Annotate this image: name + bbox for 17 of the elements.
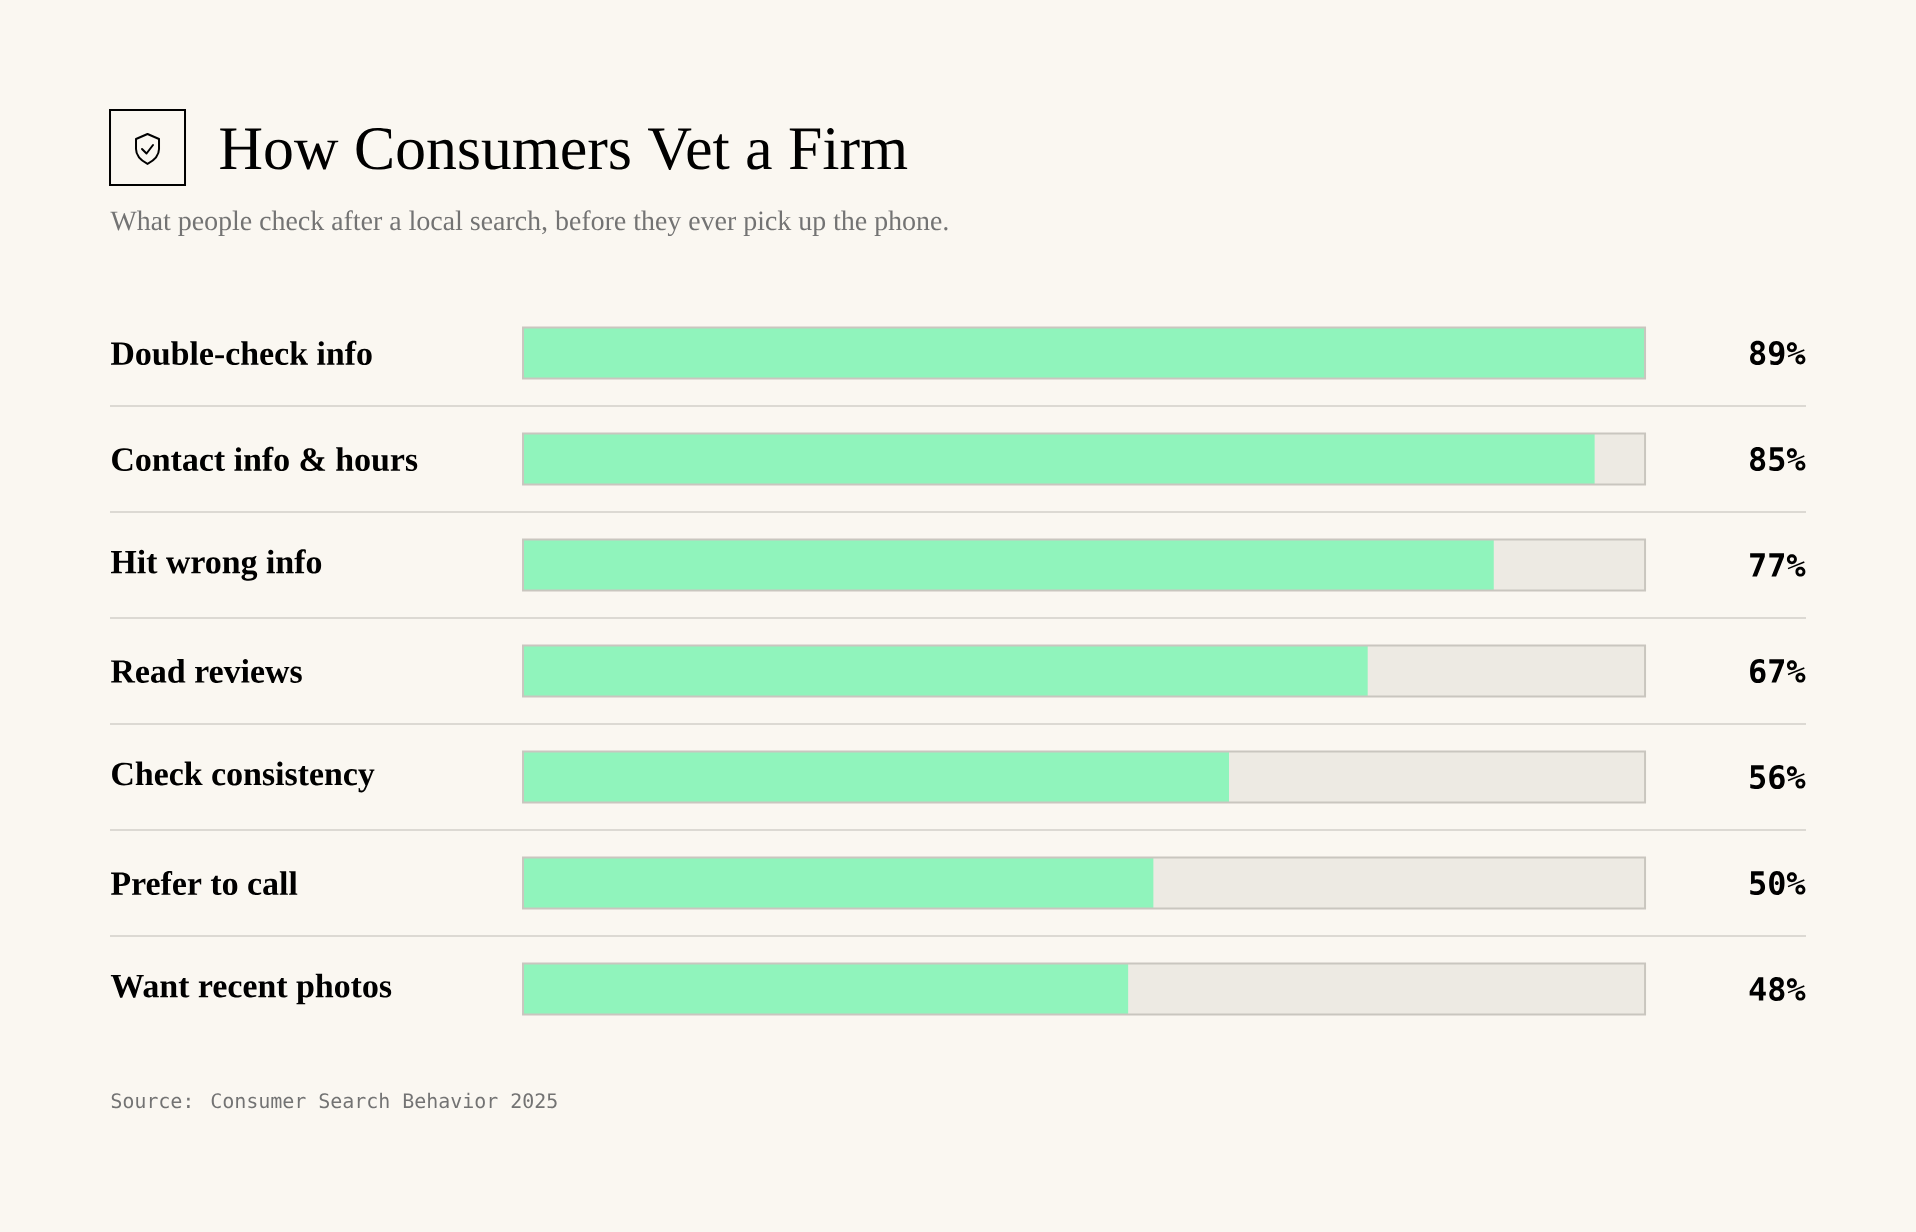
- y-tick-label: Double-check info: [111, 340, 372, 366]
- y-tick-label: Prefer to call: [111, 870, 298, 896]
- data-label: 89%: [1750, 340, 1806, 366]
- data-label: 85%: [1750, 446, 1806, 472]
- source-note: Source: Consumer Search Behavior 2025: [111, 1092, 557, 1109]
- data-label: 67%: [1750, 658, 1806, 684]
- data-label: 50%: [1750, 870, 1806, 896]
- data-label: 48%: [1749, 976, 1806, 1002]
- chart-subtitle: What people check after a local search, before they ever pick up the phone.: [110, 210, 948, 237]
- y-tick-label: Want recent photos: [110, 973, 392, 1005]
- y-tick-label: Read reviews: [111, 659, 302, 683]
- chart-title: How Consumers Vet a Firm: [220, 128, 908, 170]
- y-tick-label: Hit wrong info: [111, 549, 322, 581]
- data-label: 77%: [1750, 553, 1806, 577]
- data-label: 56%: [1750, 764, 1806, 790]
- y-tick-label: Contact info & hours: [112, 446, 418, 472]
- y-tick-label: Check consistency: [112, 761, 375, 793]
